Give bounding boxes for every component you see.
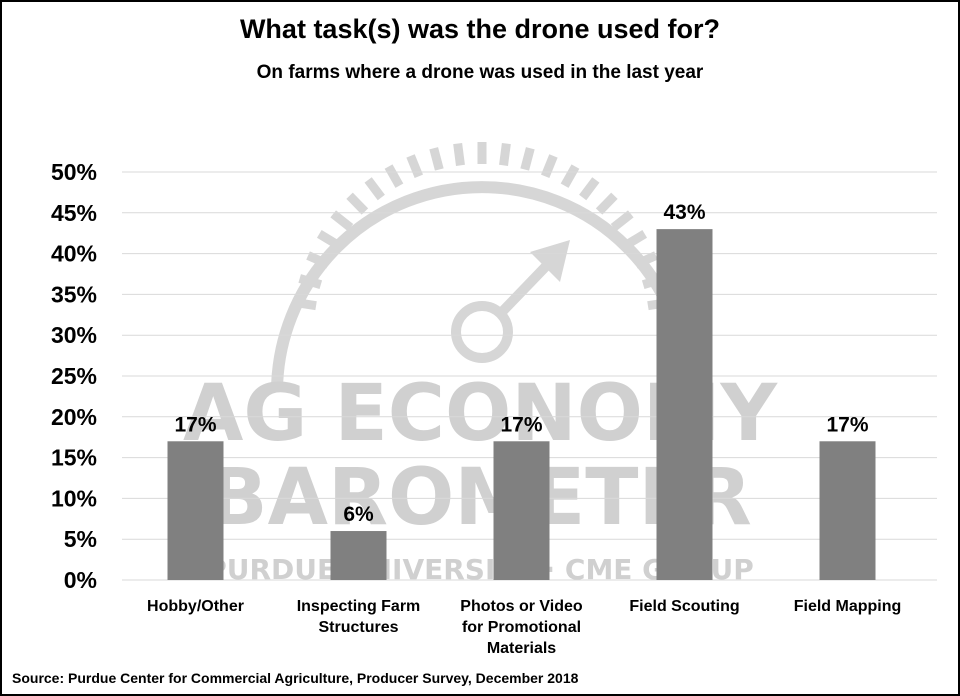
y-tick-label: 25% [51,363,97,389]
watermark-tick [610,210,634,232]
watermark-tick [406,154,423,179]
y-axis-ticks: 0% 5% 10% 15% 20% 25% 30% 35% 40% 45% 50% [51,159,97,593]
data-labels: 17% 6% 17% 43% 17% [174,201,868,526]
y-tick-label: 20% [51,404,97,430]
watermark-gauge-icon [271,142,693,393]
watermark-tick [520,147,535,171]
category-labels: Hobby/Other Inspecting Farm Structures Phot… [147,598,901,657]
bar [493,441,550,580]
y-tick-label: 35% [51,281,97,307]
data-label: 17% [174,413,216,436]
category-label: Hobby/Other [147,598,244,615]
category-label: Photos or Video [460,598,583,615]
data-label: 17% [500,413,542,436]
bar [656,229,713,580]
y-tick-label: 0% [64,567,97,593]
category-label: Field Mapping [794,598,902,615]
category-label: Structures [318,619,398,636]
category-label: for Promotional [462,619,581,636]
watermark-tick [346,192,369,215]
watermark-needle [496,256,556,318]
category-label: Field Scouting [629,598,739,615]
data-label: 43% [663,201,705,224]
y-tick-label: 50% [51,159,97,185]
bar [330,531,387,580]
watermark-arrowhead [530,240,570,282]
y-tick-label: 30% [51,322,97,348]
category-label: Materials [487,640,556,657]
y-tick-label: 5% [64,526,97,552]
y-tick-label: 10% [51,485,97,511]
data-label: 6% [343,503,374,526]
data-label: 17% [826,413,868,436]
y-tick-label: 15% [51,445,97,471]
watermark-tick [330,210,354,232]
y-tick-label: 40% [51,241,97,267]
bar [167,441,224,580]
watermark-tick [541,154,558,179]
source-note: Source: Purdue Center for Commercial Agr… [12,670,579,686]
category-label: Inspecting Farm [297,598,421,615]
bar [819,441,876,580]
watermark-tick [384,164,404,188]
watermark-tick [579,177,600,201]
watermark-tick [453,142,465,166]
y-tick-label: 45% [51,200,97,226]
bars [167,229,876,580]
watermark-hub [451,301,513,363]
watermark-tick [499,142,511,166]
watermark-tick [364,177,385,201]
watermark-tick [429,147,444,171]
watermark-tick [595,192,618,215]
watermark-tick [560,164,580,188]
chart-title: What task(s) was the drone used for? [239,14,721,44]
chart-subtitle: On farms where a drone was used in the l… [256,62,704,83]
